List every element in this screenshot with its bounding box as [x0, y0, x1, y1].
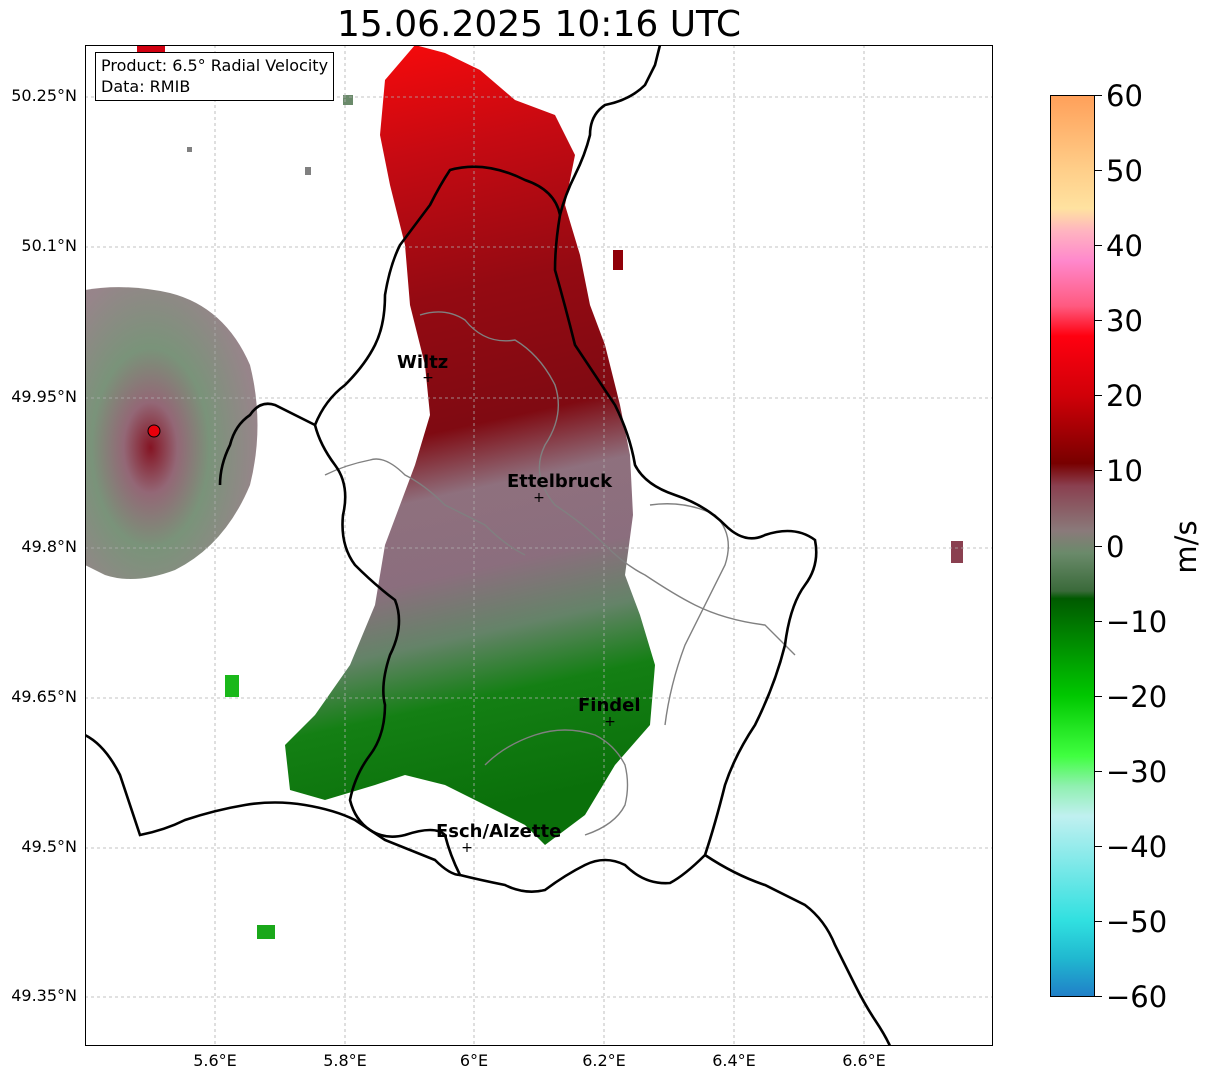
city-marker-ettelbruck: + [533, 490, 545, 506]
radar-map[interactable]: + + + + [85, 45, 993, 1046]
country-border-france [85, 733, 461, 877]
lat-tick-label: 49.35°N [11, 986, 77, 1005]
colorbar-tick-label: 30 [1106, 304, 1143, 339]
lon-tick-label: 6°E [459, 1051, 489, 1070]
colorbar-tick-label: 50 [1106, 154, 1143, 189]
echo-speck [257, 925, 275, 939]
city-marker-esch: + [461, 840, 473, 856]
colorbar-tick-label: −50 [1106, 904, 1168, 939]
colorbar-tick [1095, 996, 1102, 997]
colorbar-tick-label: 40 [1106, 229, 1143, 264]
lat-tick-label: 49.65°N [11, 687, 77, 706]
lon-tick-label: 5.6°E [193, 1051, 237, 1070]
city-label-esch: Esch/Alzette [436, 821, 562, 842]
colorbar-tick-label: 0 [1106, 529, 1125, 564]
colorbar-tick [1095, 95, 1102, 96]
city-label-findel: Findel [578, 695, 641, 716]
colorbar-tick [1095, 395, 1102, 397]
echo-speck [225, 675, 239, 697]
product-line: Product: 6.5° Radial Velocity [101, 56, 329, 75]
lat-tick-label: 49.95°N [11, 387, 77, 406]
colorbar-tick [1095, 320, 1102, 322]
country-border-france-east [704, 853, 892, 1046]
lat-tick-label: 50.1°N [21, 236, 77, 255]
colorbar-tick [1095, 620, 1102, 622]
radar-echo-layer [85, 45, 963, 939]
canton-border [419, 311, 796, 656]
colorbar-tick [1095, 545, 1102, 547]
city-markers: + + + + [422, 370, 616, 856]
echo-speck [305, 167, 311, 175]
lon-tick-label: 6.4°E [712, 1051, 756, 1070]
lat-tick-label: 50.25°N [11, 86, 77, 105]
country-border-belgium [218, 402, 316, 486]
colorbar-tick [1095, 695, 1102, 697]
lon-tick-label: 6.2°E [582, 1051, 626, 1070]
map-canvas: + + + + [85, 45, 993, 1046]
echo-speck [137, 45, 165, 53]
lon-tick-label: 6.6°E [842, 1051, 886, 1070]
radar-dot [147, 424, 161, 438]
colorbar-tick [1095, 470, 1102, 472]
colorbar-tick [1095, 920, 1102, 922]
echo-speck [343, 95, 353, 105]
colorbar-unit-label: m/s [1169, 520, 1203, 574]
colorbar-tick [1095, 170, 1102, 172]
data-source-line: Data: RMIB [101, 77, 191, 96]
canton-border [484, 729, 629, 836]
city-label-ettelbruck: Ettelbruck [507, 471, 613, 492]
lat-tick-label: 49.5°N [21, 837, 77, 856]
borders-layer [85, 45, 892, 1046]
colorbar-tick-label: 10 [1106, 454, 1143, 489]
city-marker-wiltz: + [422, 370, 434, 386]
graticule [85, 45, 993, 1046]
radar-site-marker[interactable] [147, 424, 161, 438]
colorbar [1050, 95, 1095, 997]
colorbar-tick-label: 60 [1106, 79, 1143, 113]
colorbar-tick [1095, 845, 1102, 847]
precip-band [285, 45, 655, 845]
country-border-luxembourg [313, 165, 818, 893]
colorbar-tick-label: −10 [1106, 604, 1168, 639]
clutter-area [85, 287, 258, 579]
echo-speck [613, 250, 623, 270]
colorbar-tick-label: −60 [1106, 980, 1168, 1014]
colorbar-tick [1095, 245, 1102, 247]
city-marker-findel: + [604, 714, 616, 730]
echo-speck [951, 541, 963, 563]
colorbar-tick-label: −30 [1106, 754, 1168, 789]
colorbar-tick-label: −40 [1106, 829, 1168, 864]
lon-tick-label: 5.8°E [323, 1051, 367, 1070]
country-border-germany [558, 45, 662, 216]
map-title: 15.06.2025 10:16 UTC [336, 4, 742, 45]
canton-border [324, 458, 526, 556]
echo-speck [187, 147, 192, 152]
city-label-wiltz: Wiltz [397, 352, 449, 373]
colorbar-tick-label: 20 [1106, 379, 1143, 414]
product-info-box: Product: 6.5° Radial Velocity Data: RMIB [95, 52, 335, 101]
lat-tick-label: 49.8°N [21, 537, 77, 556]
colorbar-tick [1095, 770, 1102, 772]
map-frame [85, 45, 993, 1046]
canton-border [649, 503, 729, 726]
colorbar-tick-label: −20 [1106, 679, 1168, 714]
